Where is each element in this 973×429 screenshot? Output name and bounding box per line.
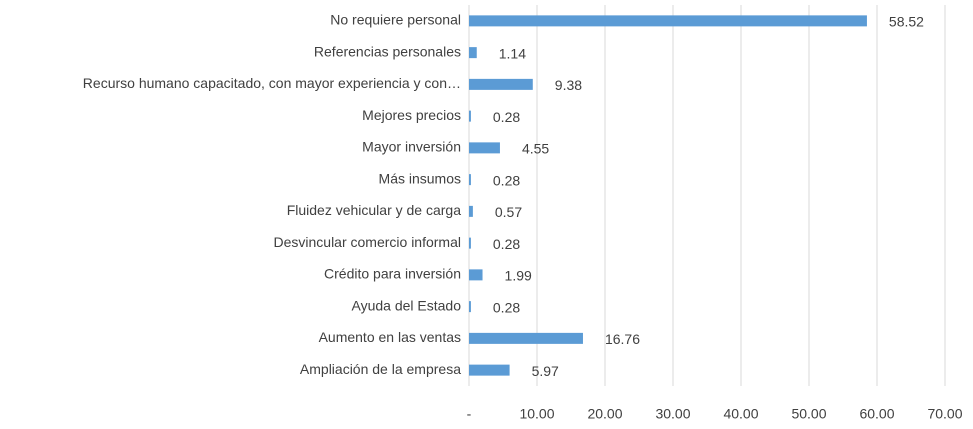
bar bbox=[469, 78, 533, 90]
data-label: 0.28 bbox=[493, 299, 520, 315]
y-tick-label: Ampliación de la empresa bbox=[300, 361, 461, 377]
bar bbox=[469, 301, 471, 313]
data-label: 5.97 bbox=[532, 363, 559, 379]
y-tick-label: Más insumos bbox=[379, 170, 461, 186]
y-tick-label: Referencias personales bbox=[314, 43, 461, 59]
y-tick-label: Crédito para inversión bbox=[324, 266, 461, 282]
data-label: 16.76 bbox=[605, 331, 640, 347]
x-tick-label: 70.00 bbox=[927, 406, 962, 422]
y-tick-label: Desvincular comercio informal bbox=[273, 234, 461, 250]
data-label: 1.99 bbox=[505, 268, 532, 284]
bar bbox=[469, 332, 583, 344]
bar bbox=[469, 364, 510, 376]
x-tick-label: 60.00 bbox=[859, 406, 894, 422]
bar bbox=[469, 110, 471, 122]
x-tick-label: 40.00 bbox=[723, 406, 758, 422]
y-tick-label: Ayuda del Estado bbox=[352, 297, 462, 313]
x-tick-label: 30.00 bbox=[655, 406, 690, 422]
y-tick-label: Fluidez vehicular y de carga bbox=[287, 202, 462, 218]
y-tick-label: Aumento en las ventas bbox=[319, 329, 461, 345]
data-label: 1.14 bbox=[499, 45, 526, 61]
x-tick-label: 20.00 bbox=[587, 406, 622, 422]
data-label: 0.28 bbox=[493, 109, 520, 125]
bar bbox=[469, 237, 471, 249]
data-label: 0.28 bbox=[493, 236, 520, 252]
bar bbox=[469, 15, 867, 27]
data-label: 9.38 bbox=[555, 77, 582, 93]
data-label: 0.28 bbox=[493, 172, 520, 188]
bar bbox=[469, 269, 483, 281]
y-tick-label: Mayor inversión bbox=[362, 139, 461, 155]
x-tick-label: 10.00 bbox=[519, 406, 554, 422]
y-tick-label: No requiere personal bbox=[330, 12, 461, 28]
x-tick-label: - bbox=[467, 406, 472, 422]
bar bbox=[469, 142, 500, 154]
y-tick-label: Recurso humano capacitado, con mayor exp… bbox=[83, 75, 461, 91]
bar bbox=[469, 205, 473, 217]
y-tick-label: Mejores precios bbox=[362, 107, 461, 123]
bar bbox=[469, 47, 477, 59]
data-label: 4.55 bbox=[522, 141, 549, 157]
data-label: 58.52 bbox=[889, 14, 924, 30]
bar bbox=[469, 174, 471, 186]
x-tick-label: 50.00 bbox=[791, 406, 826, 422]
data-label: 0.57 bbox=[495, 204, 522, 220]
